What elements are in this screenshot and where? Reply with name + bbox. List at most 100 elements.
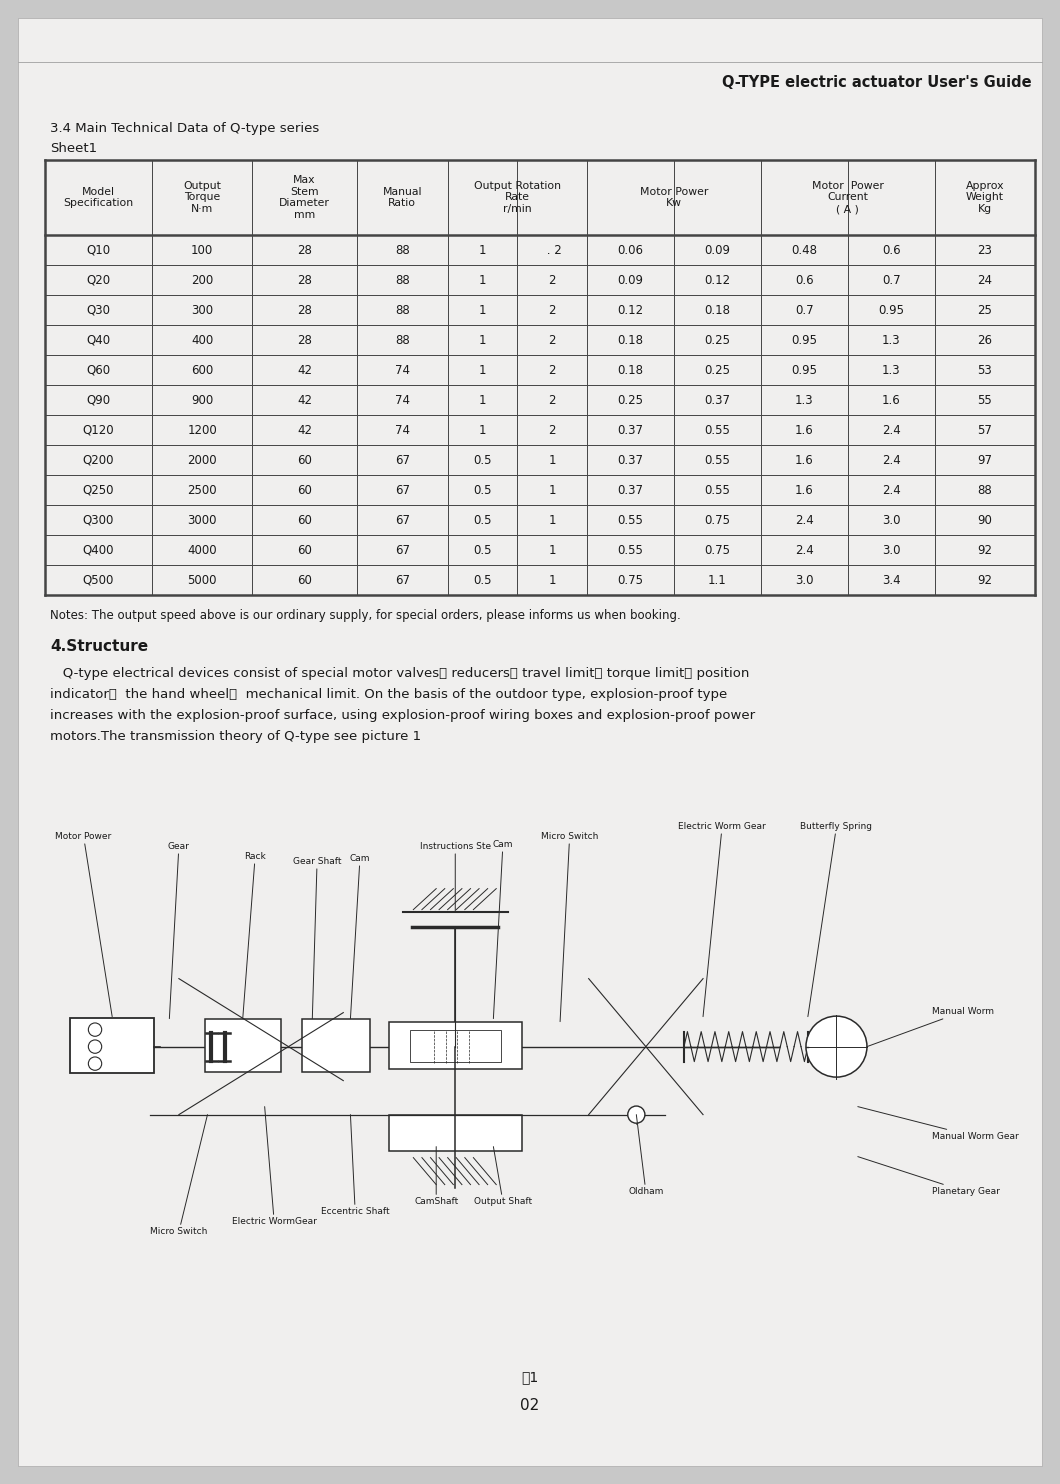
Text: Q90: Q90 — [87, 393, 110, 407]
Text: Q-TYPE electric actuator User's Guide: Q-TYPE electric actuator User's Guide — [722, 76, 1032, 91]
Text: Electric Worm Gear: Electric Worm Gear — [678, 822, 766, 1017]
Text: 0.37: 0.37 — [704, 393, 730, 407]
Text: Q10: Q10 — [87, 243, 110, 257]
Bar — [389, 1114, 522, 1150]
Text: 67: 67 — [394, 484, 410, 497]
Text: Manual Worm Gear: Manual Worm Gear — [858, 1107, 1019, 1141]
Text: Notes: The output speed above is our ordinary supply, for special orders, please: Notes: The output speed above is our ord… — [50, 608, 681, 622]
Text: 0.75: 0.75 — [617, 573, 643, 586]
Text: 0.7: 0.7 — [795, 304, 813, 316]
Text: 1.6: 1.6 — [795, 454, 814, 466]
Text: 60: 60 — [297, 484, 312, 497]
Text: Output Shaft: Output Shaft — [474, 1147, 532, 1206]
Text: Cam: Cam — [350, 855, 370, 1018]
Text: 1: 1 — [548, 454, 555, 466]
Text: 0.95: 0.95 — [791, 334, 817, 346]
Text: 0.5: 0.5 — [473, 454, 492, 466]
Text: 0.37: 0.37 — [617, 484, 643, 497]
Text: 88: 88 — [977, 484, 992, 497]
Text: Model
Specification: Model Specification — [64, 187, 134, 208]
Text: 5000: 5000 — [188, 573, 217, 586]
Text: Butterfly Spring: Butterfly Spring — [800, 822, 872, 1017]
Text: 2.4: 2.4 — [795, 543, 814, 556]
Text: Gear Shaft: Gear Shaft — [293, 858, 341, 1018]
Text: 1.1: 1.1 — [708, 573, 727, 586]
Text: Motor Power: Motor Power — [55, 833, 112, 1017]
Text: 24: 24 — [977, 273, 992, 286]
Circle shape — [88, 1040, 102, 1054]
Text: 60: 60 — [297, 543, 312, 556]
Text: 0.55: 0.55 — [617, 543, 643, 556]
Text: Motor  Power
Current
( A ): Motor Power Current ( A ) — [812, 181, 884, 214]
Text: 74: 74 — [394, 423, 410, 436]
Text: 1.3: 1.3 — [882, 364, 901, 377]
Text: Micro Switch: Micro Switch — [151, 1114, 208, 1236]
Text: 0.06: 0.06 — [617, 243, 643, 257]
Text: 0.37: 0.37 — [617, 454, 643, 466]
Text: 0.25: 0.25 — [704, 364, 730, 377]
Text: 400: 400 — [191, 334, 213, 346]
Text: 2500: 2500 — [188, 484, 217, 497]
Text: motors.The transmission theory of Q-type see picture 1: motors.The transmission theory of Q-type… — [50, 730, 421, 743]
Text: Motor Power
Kw: Motor Power Kw — [639, 187, 708, 208]
Text: 0.55: 0.55 — [617, 513, 643, 527]
Text: 0.18: 0.18 — [617, 364, 643, 377]
Text: Manual Worm: Manual Worm — [867, 1008, 994, 1046]
Text: 28: 28 — [297, 243, 312, 257]
Text: 1.3: 1.3 — [795, 393, 813, 407]
Text: 57: 57 — [977, 423, 992, 436]
Text: 67: 67 — [394, 454, 410, 466]
Text: 88: 88 — [394, 243, 409, 257]
Text: 0.25: 0.25 — [704, 334, 730, 346]
Text: 67: 67 — [394, 573, 410, 586]
Circle shape — [88, 1057, 102, 1070]
Text: 0.5: 0.5 — [473, 484, 492, 497]
Text: CamShaft: CamShaft — [414, 1147, 458, 1206]
Text: 1: 1 — [479, 423, 487, 436]
Bar — [389, 1021, 522, 1070]
Text: 67: 67 — [394, 543, 410, 556]
Text: 60: 60 — [297, 573, 312, 586]
Text: Max
Stem
Diameter
mm: Max Stem Diameter mm — [279, 175, 330, 220]
Text: 42: 42 — [297, 423, 312, 436]
Text: Output
Torque
N·m: Output Torque N·m — [183, 181, 222, 214]
Text: 0.12: 0.12 — [617, 304, 643, 316]
Text: 900: 900 — [191, 393, 213, 407]
Text: 1: 1 — [479, 243, 487, 257]
Text: 0.18: 0.18 — [704, 304, 730, 316]
Text: 97: 97 — [977, 454, 992, 466]
Text: 1.6: 1.6 — [795, 484, 814, 497]
Text: 67: 67 — [394, 513, 410, 527]
Text: 0.25: 0.25 — [617, 393, 643, 407]
Text: Q20: Q20 — [87, 273, 110, 286]
Text: 60: 60 — [297, 454, 312, 466]
Text: 88: 88 — [394, 304, 409, 316]
Text: 0.12: 0.12 — [704, 273, 730, 286]
Text: Sheet1: Sheet1 — [50, 142, 98, 154]
Text: 2.4: 2.4 — [882, 484, 901, 497]
Text: 1.3: 1.3 — [882, 334, 901, 346]
Text: 0.55: 0.55 — [704, 484, 730, 497]
Text: 92: 92 — [977, 543, 992, 556]
Text: 1: 1 — [479, 364, 487, 377]
Text: 3.4: 3.4 — [882, 573, 901, 586]
Text: increases with the explosion-proof surface, using explosion-proof wiring boxes a: increases with the explosion-proof surfa… — [50, 709, 755, 723]
Text: 1: 1 — [548, 513, 555, 527]
Text: 2.4: 2.4 — [882, 454, 901, 466]
Text: 2000: 2000 — [188, 454, 217, 466]
Text: 2: 2 — [548, 273, 555, 286]
Text: 0.7: 0.7 — [882, 273, 901, 286]
Text: Micro Switch: Micro Switch — [541, 833, 598, 1021]
Text: Q60: Q60 — [87, 364, 110, 377]
Text: 28: 28 — [297, 273, 312, 286]
Text: Cam: Cam — [493, 840, 513, 1018]
Text: 60: 60 — [297, 513, 312, 527]
Text: 600: 600 — [191, 364, 213, 377]
Text: Oldham: Oldham — [629, 1114, 664, 1196]
Text: Electric WormGear: Electric WormGear — [232, 1107, 317, 1226]
Circle shape — [88, 1022, 102, 1036]
Bar — [409, 1030, 501, 1063]
Text: 0.18: 0.18 — [617, 334, 643, 346]
Text: 4.Structure: 4.Structure — [50, 640, 148, 654]
Text: 3.0: 3.0 — [795, 573, 813, 586]
